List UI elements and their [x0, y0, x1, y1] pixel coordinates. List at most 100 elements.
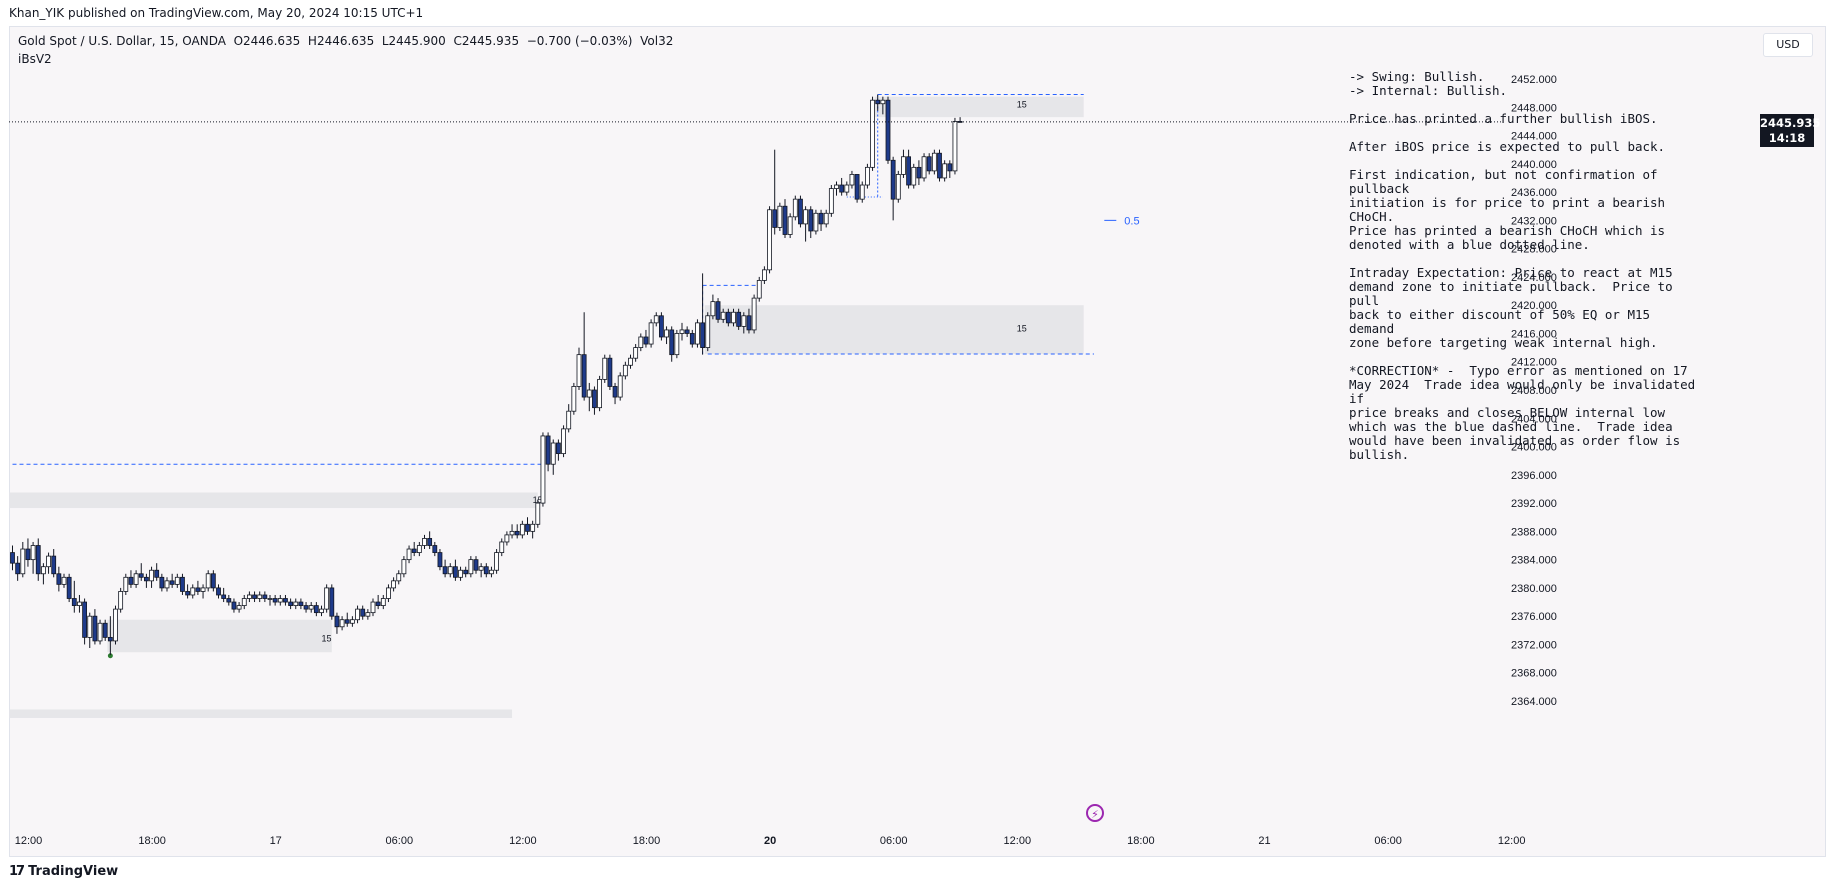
candle-body [607, 357, 613, 387]
candle-body [133, 573, 139, 585]
candle-body [339, 619, 345, 628]
candle-body [880, 99, 886, 105]
candle-body [767, 209, 772, 271]
ohlc-high: H2446.635 [307, 34, 375, 48]
candle-body [684, 329, 690, 334]
candle-body [344, 619, 350, 624]
candle-body [875, 99, 881, 105]
price-tick-label: 2376.000 [1511, 611, 1557, 623]
zone-timeframe-label: 15 [1017, 99, 1027, 109]
candle-body [777, 205, 783, 228]
candle-body [370, 601, 376, 614]
candle-body [56, 573, 62, 585]
indicator-name: iBsV2 [18, 52, 52, 66]
tradingview-logo-icon: 17 [9, 864, 25, 879]
candle-body [890, 159, 896, 200]
lightning-icon[interactable]: ⚡ [1086, 804, 1104, 822]
candle-body [530, 523, 536, 532]
zone-timeframe-label: 15 [1017, 323, 1027, 333]
candle-body [895, 174, 901, 200]
candle-body [489, 569, 494, 575]
candle-body [386, 587, 391, 599]
candle-body [561, 428, 566, 455]
candle-body [519, 523, 525, 536]
candle-body [334, 615, 340, 628]
time-axis[interactable]: 12:00 18:00 17 06:00 12:00 18:00 20 06:00 12:00 1… [15, 835, 1526, 847]
candle-body [581, 354, 587, 398]
time-tick-label: 12:00 [509, 835, 537, 847]
candle-body [61, 576, 67, 585]
candle-body [535, 502, 541, 525]
price-chart[interactable]: 15151515 2452.0002448.0002444.0002440.00… [9, 26, 1826, 857]
candle-body [185, 591, 191, 596]
candle-body [576, 354, 582, 387]
candle-body [859, 184, 865, 200]
publish-info: Khan_YIK published on TradingView.com, M… [9, 6, 424, 20]
candle-body [700, 322, 705, 348]
candle-body [102, 622, 108, 638]
candle-body [643, 336, 649, 345]
symbol-name: Gold Spot / U.S. Dollar, 15, OANDA [18, 34, 226, 48]
indicator-legend[interactable]: iBsV2 [18, 52, 52, 66]
candle-body [772, 209, 778, 228]
time-tick-label: 18:00 [138, 835, 166, 847]
candle-body [633, 347, 639, 359]
candle-body [82, 601, 87, 638]
candle-body [916, 166, 922, 179]
candle-body [545, 435, 551, 465]
candle-body [411, 548, 417, 553]
candle-body [298, 601, 304, 606]
price-tick-label: 2428.000 [1511, 244, 1557, 256]
candle-body [926, 156, 932, 172]
candle-body [447, 566, 453, 575]
candle-body [10, 552, 15, 564]
candle-body [818, 212, 824, 225]
tradingview-logo[interactable]: 17 TradingView [9, 864, 118, 879]
candle-body [308, 605, 314, 610]
candle-body [422, 538, 427, 546]
candle-body [236, 605, 242, 610]
note-paragraph: Price has printed a further bullish iBOS… [1349, 111, 1658, 126]
price-tick-label: 2408.000 [1511, 385, 1557, 397]
candle-body [463, 569, 469, 575]
candle-body [782, 205, 788, 235]
candle-body [566, 410, 572, 430]
note-paragraph: First indication, but not confirmation o… [1349, 167, 1666, 252]
demand-zone [9, 709, 513, 718]
price-tick-label: 2396.000 [1511, 470, 1557, 482]
candle-body [602, 357, 608, 380]
candle-body [659, 315, 664, 338]
candle-body [391, 580, 397, 589]
candle-body [514, 530, 520, 536]
candle-body [159, 576, 165, 589]
candle-body [689, 333, 695, 345]
candle-body [221, 594, 227, 599]
candle-body [834, 184, 839, 189]
price-axis[interactable]: 2452.000 2448.000 2444.000 2440.000 2436.000… [1511, 74, 1557, 708]
candle-body [365, 612, 371, 617]
candle-body [77, 601, 82, 606]
candle-body [288, 601, 294, 606]
price-tick-label: 2432.000 [1511, 215, 1557, 227]
candle-body [329, 587, 335, 617]
candle-body [200, 587, 206, 592]
ohlc-open: O2446.635 [233, 34, 301, 48]
candle-body [20, 548, 26, 575]
candle-body [113, 608, 118, 642]
candle-body [180, 576, 185, 592]
time-tick-label: 18:00 [1127, 835, 1155, 847]
candle-body [375, 601, 381, 606]
symbol-legend[interactable]: Gold Spot / U.S. Dollar, 15, OANDA O2446… [18, 34, 673, 48]
candle-body [138, 573, 144, 578]
candle-body [154, 569, 160, 578]
currency-button[interactable]: USD [1763, 33, 1813, 57]
candle-body [92, 615, 98, 642]
zone-timeframe-label: 15 [322, 634, 332, 644]
candle-body [349, 619, 355, 624]
zones-layer: 15151515 [9, 96, 1084, 718]
time-tick-label: 12:00 [1498, 835, 1526, 847]
candle-body [205, 573, 211, 589]
candle-body [710, 301, 716, 317]
candle-body [865, 166, 870, 186]
last-price-value: 2445.935 [1760, 115, 1821, 130]
